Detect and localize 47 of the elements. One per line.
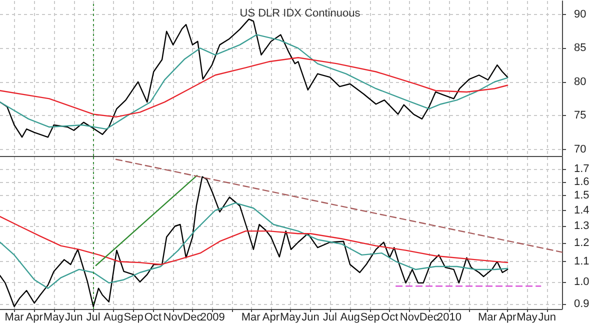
y-tick-label: 85 [574,42,586,54]
x-tick-label: Jun [302,312,320,324]
y-tick-label: 1.0 [574,276,590,288]
x-tick-label: Apr [498,312,516,324]
y-tick-label: 80 [574,76,586,88]
x-tick-label: Nov [400,312,420,324]
x-tick-label: Dec [182,312,203,324]
x-tick-label: Jul [86,312,100,324]
x-tick-label: Aug [340,312,360,324]
x-tick-label: Aug [104,312,124,324]
y-tick-label: 1.3 [574,220,590,232]
text: US DLR IDX Continuous [240,8,361,20]
x-tick-label: May [516,312,538,324]
x-tick-label: May [280,312,302,324]
y-tick-label: 70 [574,143,586,156]
y-tick-label: 1.1 [574,256,590,268]
line-series [0,34,508,130]
x-tick-label: Sep [124,312,144,324]
x-tick-label: Apr [26,312,44,324]
line-series [0,176,508,308]
x-tick-label: Sep [360,312,380,324]
x-tick-label: May [43,312,65,324]
x-tick-label: Mar [478,312,498,324]
x-tick-label: Jul [322,312,337,324]
x-tick-label: Jun [65,312,83,324]
x-tick-label: 2010 [436,312,462,324]
x-tick-label: 2009 [200,312,225,324]
y-tick-label: 90 [574,8,586,20]
y-tick-label: 0.9 [574,298,590,310]
line-series [0,18,508,138]
y-tick-label: 1.6 [574,176,590,188]
x-tick-label: Mar [4,312,24,324]
x-tick-label: Oct [144,312,162,324]
x-tick-label: Oct [381,312,398,324]
x-tick-label: Mar [241,312,261,324]
line-series [0,216,508,266]
y-tick-label: 75 [574,110,586,122]
y-tick-label: 1.7 [574,163,590,176]
y-tick-label: 1.2 [574,237,590,250]
y-tick-label: 1.4 [574,204,590,216]
x-tick-label: Apr [262,312,280,324]
y-tick-label: 1.5 [574,190,590,202]
x-tick-label: Nov [163,312,184,324]
line-series [0,202,508,289]
x-tick-label: Jun [538,312,556,324]
x-tick-label: Dec [419,312,440,324]
line-series [0,57,508,118]
